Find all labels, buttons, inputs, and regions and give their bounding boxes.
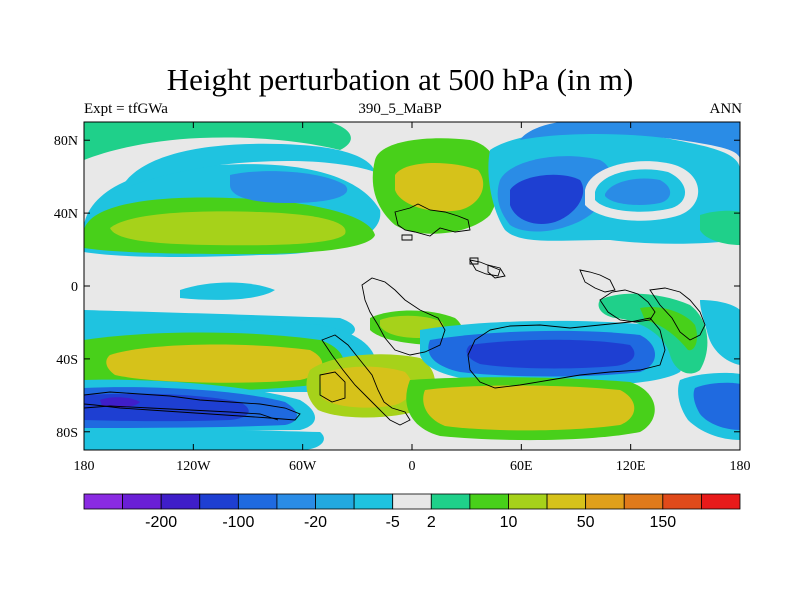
colorbar-label: -5 bbox=[386, 514, 400, 531]
colorbar-box bbox=[701, 493, 741, 510]
nh-cyan-arc bbox=[120, 143, 375, 190]
sh-green-pacific bbox=[598, 293, 708, 374]
colorbar-label: 10 bbox=[500, 514, 518, 531]
nh-yellow-west bbox=[110, 211, 346, 246]
x-tick-label: 180 bbox=[74, 459, 95, 474]
coast-africa bbox=[361, 277, 446, 356]
coast-arabia bbox=[469, 259, 501, 277]
nh-darkblue-asia bbox=[510, 174, 584, 225]
y-tick-label: 40N bbox=[54, 207, 78, 222]
colorbar-label: 150 bbox=[649, 514, 676, 531]
colorbar-box bbox=[662, 493, 702, 510]
colorbar-box bbox=[83, 493, 123, 510]
tropic-cyan-dots bbox=[180, 282, 275, 300]
colorbar-label: 2 bbox=[427, 514, 436, 531]
nh-green-eastcoast bbox=[700, 210, 740, 245]
y-tick-label: 0 bbox=[71, 280, 78, 295]
colorbar-box bbox=[392, 493, 432, 510]
nh-blue-west bbox=[230, 171, 348, 203]
x-axis: 180 120W 60W 0 60E 120E 180 bbox=[74, 122, 751, 474]
sh-green-pacific-inner bbox=[640, 306, 698, 351]
colorbar: -200 -100 -20 -5 2 10 50 150 bbox=[83, 493, 741, 531]
y-tick-label: 40S bbox=[56, 353, 78, 368]
coast-antarctic-west-2 bbox=[84, 405, 279, 421]
center-label: 390_5_MaBP bbox=[358, 101, 442, 117]
coast-antarctic-west bbox=[84, 391, 301, 421]
contour-field bbox=[84, 122, 740, 450]
coast-europe-small bbox=[401, 234, 413, 241]
colorbar-box bbox=[546, 493, 587, 510]
experiment-label: Expt = tfGWa bbox=[84, 101, 168, 117]
colorbar-box bbox=[160, 493, 201, 510]
x-tick-label: 120E bbox=[616, 459, 646, 474]
coast-europe bbox=[394, 203, 471, 237]
sh-purple-core bbox=[100, 397, 140, 408]
sh-yellow-indian bbox=[423, 385, 635, 431]
nh-ring-pacific-inner bbox=[605, 178, 671, 205]
coast-australia bbox=[599, 289, 656, 323]
chart-title: Height perturbation at 500 hPa (in m) bbox=[166, 62, 634, 97]
sh-darkblue-indian bbox=[466, 339, 635, 369]
y-tick-label: 80S bbox=[56, 426, 78, 441]
coast-asia-south bbox=[467, 317, 666, 389]
colorbar-box bbox=[353, 493, 394, 510]
colorbar-box bbox=[315, 493, 355, 510]
x-tick-label: 60W bbox=[289, 459, 317, 474]
colorbar-box bbox=[585, 493, 625, 510]
colorbar-box bbox=[430, 493, 471, 510]
y-axis: 80N 40N 0 40S 80S bbox=[54, 134, 740, 441]
nh-blue-northeast bbox=[520, 122, 740, 160]
colorbar-box bbox=[122, 493, 162, 510]
colorbar-box bbox=[276, 493, 316, 510]
colorbar-box bbox=[199, 493, 239, 510]
x-tick-label: 60E bbox=[510, 459, 533, 474]
season-label: ANN bbox=[709, 101, 743, 117]
nh-yellow-atlantic-core bbox=[395, 163, 484, 212]
sh-cyan-antarctic bbox=[84, 428, 324, 450]
colorbar-box bbox=[469, 493, 509, 510]
continent-outlines bbox=[84, 203, 706, 426]
nh-green-north bbox=[84, 122, 351, 160]
x-tick-label: 180 bbox=[730, 459, 751, 474]
coast-islands-north bbox=[469, 257, 506, 279]
sh-blue-southeast-core bbox=[693, 382, 740, 430]
x-tick-label: 0 bbox=[409, 459, 416, 474]
colorbar-box bbox=[237, 493, 278, 510]
x-tick-label: 120W bbox=[176, 459, 211, 474]
sh-cyan-east bbox=[700, 300, 740, 365]
coast-asia-north bbox=[579, 269, 616, 293]
y-tick-label: 80N bbox=[54, 134, 78, 149]
colorbar-label: -100 bbox=[222, 514, 254, 531]
colorbar-label: -200 bbox=[145, 514, 177, 531]
coast-southamerica bbox=[321, 334, 411, 426]
coast-south-atlantic-box bbox=[319, 371, 346, 403]
colorbar-label: -20 bbox=[304, 514, 327, 531]
coast-pacific-islands bbox=[649, 287, 706, 341]
sh-yellow-west bbox=[106, 344, 323, 383]
colorbar-box bbox=[508, 493, 548, 510]
sh-yellow-atlantic-core bbox=[320, 366, 413, 408]
colorbar-box bbox=[623, 493, 664, 510]
colorbar-label: 50 bbox=[577, 514, 595, 531]
